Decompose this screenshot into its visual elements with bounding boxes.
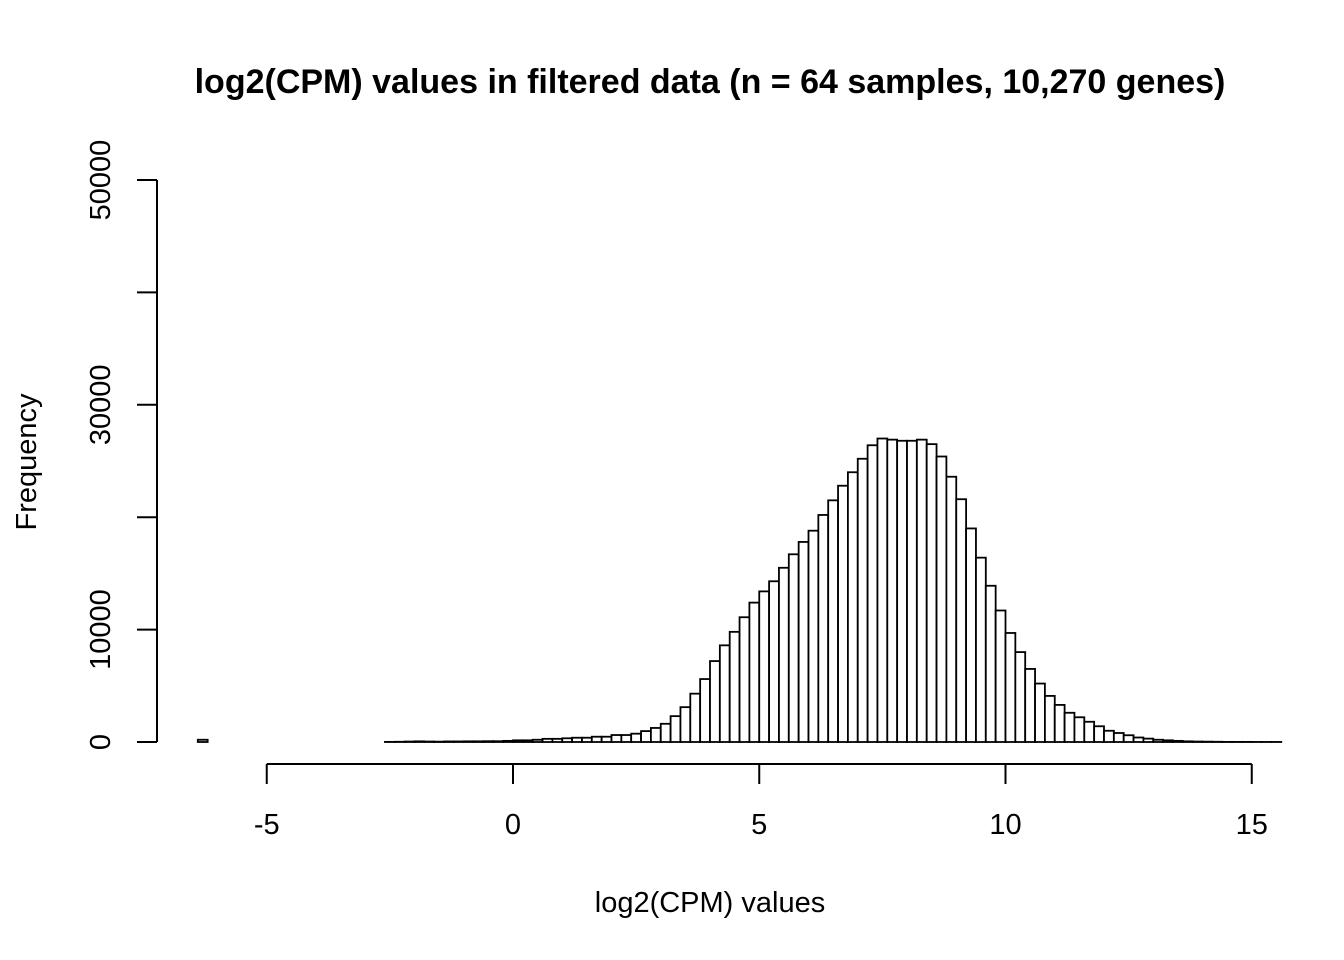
histogram-bar [650,727,662,743]
histogram-bar [935,455,948,743]
histogram-bar [876,437,889,743]
histogram-bar [738,616,751,743]
histogram-bar [955,498,967,743]
histogram-bar [610,734,623,743]
histogram-bar [1014,651,1027,743]
x-axis: -5 0 5 10 15 [254,763,1268,841]
histogram-bar [1122,734,1135,743]
x-axis-label: log2(CPM) values [595,887,825,919]
y-tick-label: 30000 [85,364,117,445]
histogram-bars [196,437,1283,743]
histogram-bar [896,439,908,743]
histogram-bar [1172,739,1184,743]
histogram-bar [472,740,485,743]
histogram-bar [709,660,721,743]
histogram-bar [1162,739,1174,743]
y-tick-label: 50000 [85,140,117,221]
histogram-bar [994,609,1007,743]
histogram-bar [886,438,899,743]
histogram-bar [659,722,672,743]
histogram-bar [630,732,642,743]
histogram-bar [975,556,987,743]
histogram-bar [571,736,583,743]
histogram-bar [521,739,534,743]
x-tick-label: 5 [751,809,767,841]
histogram-bar [906,439,918,743]
histogram-bar [196,738,209,743]
histogram-bar [837,484,849,743]
histogram-bar [748,601,761,743]
histogram-bar [1181,740,1194,743]
histogram-bar [512,739,524,743]
histogram-bar [945,475,958,743]
histogram-bar [1142,737,1155,743]
histogram-bar [689,692,702,743]
x-tick-label: 15 [1236,809,1268,841]
histogram-bar [984,584,997,743]
histogram-bar [1034,682,1046,743]
y-tick-label: 10000 [85,589,117,670]
histogram-bar [492,740,505,743]
histogram-bar [502,739,514,743]
histogram-bar [462,740,475,743]
histogram-bar [1053,704,1066,743]
histogram-bar [827,499,839,743]
histogram-bar [797,541,810,743]
chart-title: log2(CPM) values in filtered data (n = 6… [195,63,1226,101]
histogram-bar [1152,738,1164,743]
histogram-bar [1083,720,1096,743]
histogram-bar [620,734,633,743]
histogram-bar [443,740,455,743]
histogram-bar [1103,729,1115,743]
x-tick-label: 10 [989,809,1021,841]
histogram-bar [581,736,593,743]
histogram-bar [699,678,711,743]
histogram-bar [847,471,859,743]
histogram-bar [600,735,613,743]
histogram-bar [817,514,830,743]
histogram-bar [787,553,800,743]
histogram-bar [1073,716,1086,743]
histogram-bar [728,630,741,743]
histogram-bar [669,715,682,743]
histogram-bar [856,457,869,743]
histogram-bar [915,438,928,743]
y-axis: 0 10000 30000 50000 [85,140,158,750]
y-axis-label: Frequency [11,393,43,531]
histogram-bar [778,566,790,743]
histogram-bar [452,740,465,743]
y-tick-label: 0 [85,734,117,750]
histogram-bar [1044,695,1056,743]
histogram-bar [640,730,652,743]
histogram-bar [482,740,495,743]
histogram-bar [965,527,977,743]
x-tick-label: 0 [505,809,521,841]
x-tick-label: -5 [254,809,280,841]
histogram-bar [866,444,879,743]
histogram-bar [413,740,426,743]
histogram-bar [1132,736,1145,743]
histogram-bar [807,529,820,743]
histogram-bar [1024,668,1036,743]
histogram-bar [590,735,603,743]
histogram-bar [768,580,780,743]
histogram-bar [1063,711,1076,743]
histogram-bar [679,706,692,743]
histogram-bar [561,737,574,743]
histogram-bar [541,737,554,743]
histogram-bar [718,644,731,743]
histogram-bar [1004,632,1017,743]
histogram-bar [531,738,544,743]
histogram-bar [1093,725,1105,743]
histogram-bar [1112,732,1125,743]
histogram-bar [925,443,938,743]
histogram-bar [758,590,771,743]
histogram-bar [551,737,564,743]
